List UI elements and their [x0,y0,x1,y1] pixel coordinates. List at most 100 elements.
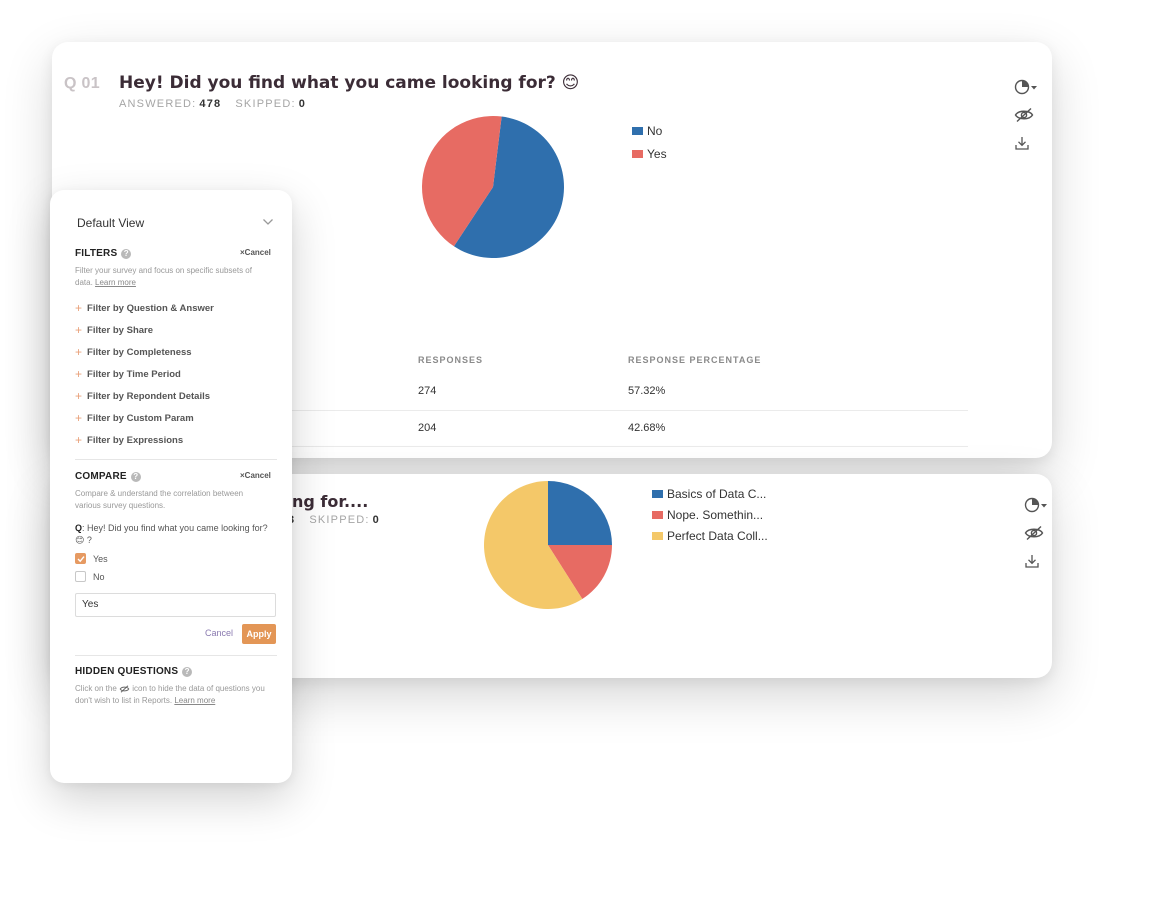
skipped-count: 0 [298,98,307,110]
legend-label: No [647,124,663,138]
legend-label: Yes [647,147,667,161]
help-icon[interactable]: ? [182,666,193,677]
pie-slice[interactable] [484,481,583,609]
pie-slice[interactable] [548,545,612,600]
legend-swatch [652,511,663,519]
learn-more-link[interactable]: Learn more [95,278,136,287]
chevron-down-icon [263,219,273,225]
hide-question-button[interactable] [1024,524,1048,542]
hidden-desc-text-2: icon to hide the data of questions you d… [75,684,265,705]
hidden-title: HIDDEN QUESTIONS [75,666,179,677]
legend-item[interactable]: Perfect Data Coll... [652,526,768,546]
filters-section-title: FILTERS ? [75,248,132,259]
legend-item[interactable]: Basics of Data C... [652,484,768,504]
hide-question-button[interactable] [1014,106,1038,124]
hide-eye-icon [1024,525,1044,541]
skipped-count: 0 [372,514,380,526]
compare-section-title: COMPARE ? [75,471,141,482]
row1-responses: 274 [418,385,437,397]
apply-button[interactable]: Apply [242,624,276,644]
filters-title: FILTERS [75,248,118,259]
row2-responses: 204 [418,422,437,434]
compare-title: COMPARE [75,471,127,482]
hide-eye-icon [1014,107,1034,123]
hidden-desc-text-1: Click on the [75,684,117,693]
pie-slice[interactable] [453,116,564,258]
compare-description: Compare & understand the correlation bet… [75,489,244,510]
filter-item-label: Filter by Repondent Details [87,391,211,402]
caret-down-icon [1041,504,1047,508]
plus-icon: + [75,411,83,425]
option-label: No [93,571,105,582]
legend-item[interactable]: Nope. Somethin... [652,505,768,525]
filter-item[interactable]: + Filter by Time Period [75,367,181,381]
question-toolbar [1014,78,1038,152]
filter-item[interactable]: + Filter by Expressions [75,433,183,447]
plus-icon: + [75,345,83,359]
compare-cancel-button[interactable]: ×Cancel [240,471,271,480]
pie-slice[interactable] [548,481,612,545]
cancel-button[interactable]: Cancel [205,628,234,638]
filter-item[interactable]: + Filter by Repondent Details [75,389,211,403]
view-selector-label[interactable]: Default View [77,216,145,230]
question-stats: ANSWERED: 478 SKIPPED: 0 [119,98,320,110]
hide-eye-icon [119,685,130,693]
row-divider [292,446,968,447]
legend-item[interactable]: Yes [632,144,667,164]
caret-down-icon [1031,86,1037,90]
view-selector-toggle[interactable] [262,218,274,228]
learn-more-link[interactable]: Learn more [174,696,216,705]
plus-icon: + [75,433,83,447]
skipped-label: SKIPPED: [235,98,296,110]
legend-label: Perfect Data Coll... [667,529,768,543]
legend-swatch [632,127,643,135]
help-icon[interactable]: ? [121,248,132,259]
filters-cancel-button[interactable]: ×Cancel [240,248,271,257]
download-button[interactable] [1014,134,1038,152]
option-label: Yes [93,553,108,564]
table-header-percentage: RESPONSE PERCENTAGE [628,355,762,365]
chart-type-icon [1024,497,1047,513]
chart-type-button[interactable] [1014,78,1038,96]
compare-question: Q: Hey! Did you find what you came looki… [75,522,275,546]
checkbox[interactable] [75,553,86,564]
plus-icon: + [75,367,83,381]
filter-item-label: Filter by Completeness [87,347,192,358]
question-toolbar [1024,496,1048,570]
filter-item-label: Filter by Time Period [87,369,181,380]
pie-slice[interactable] [422,116,502,247]
filter-item-label: Filter by Custom Param [87,413,194,424]
hidden-questions-title: HIDDEN QUESTIONS ? [75,666,193,677]
legend-swatch [652,490,663,498]
compare-answer-input[interactable]: Yes [75,593,276,617]
filter-item-label: Filter by Share [87,325,154,336]
pie-chart-2 [482,479,614,616]
question-stats: 3SKIPPED:0 [288,514,380,526]
plus-icon: + [75,389,83,403]
help-icon[interactable]: ? [130,471,141,482]
answered-count: 478 [199,98,222,110]
filter-item[interactable]: + Filter by Completeness [75,345,192,359]
chart-type-icon [1014,79,1037,95]
chart-type-button[interactable] [1024,496,1048,514]
checkbox[interactable] [75,571,86,582]
option-no[interactable]: No [75,571,105,582]
table-header-responses: RESPONSES [418,355,484,365]
row-divider [292,410,968,411]
filters-desc-text: Filter your survey and focus on specific… [75,266,252,287]
filter-item[interactable]: + Filter by Question & Answer [75,301,214,315]
pie-svg [484,481,612,609]
answered-label: ANSWERED: [119,98,197,110]
legend-item[interactable]: No [632,121,667,141]
hidden-description: Click on the icon to hide the data of qu… [75,683,280,707]
plus-icon: + [75,301,83,315]
plus-icon: + [75,323,83,337]
legend-label: Nope. Somethin... [667,508,764,522]
filters-description: Filter your survey and focus on specific… [75,265,270,289]
filter-item[interactable]: + Filter by Custom Param [75,411,194,425]
option-yes[interactable]: Yes [75,553,108,564]
download-button[interactable] [1024,552,1048,570]
pie-svg [422,116,564,258]
section-divider [75,459,277,460]
filter-item[interactable]: + Filter by Share [75,323,154,337]
